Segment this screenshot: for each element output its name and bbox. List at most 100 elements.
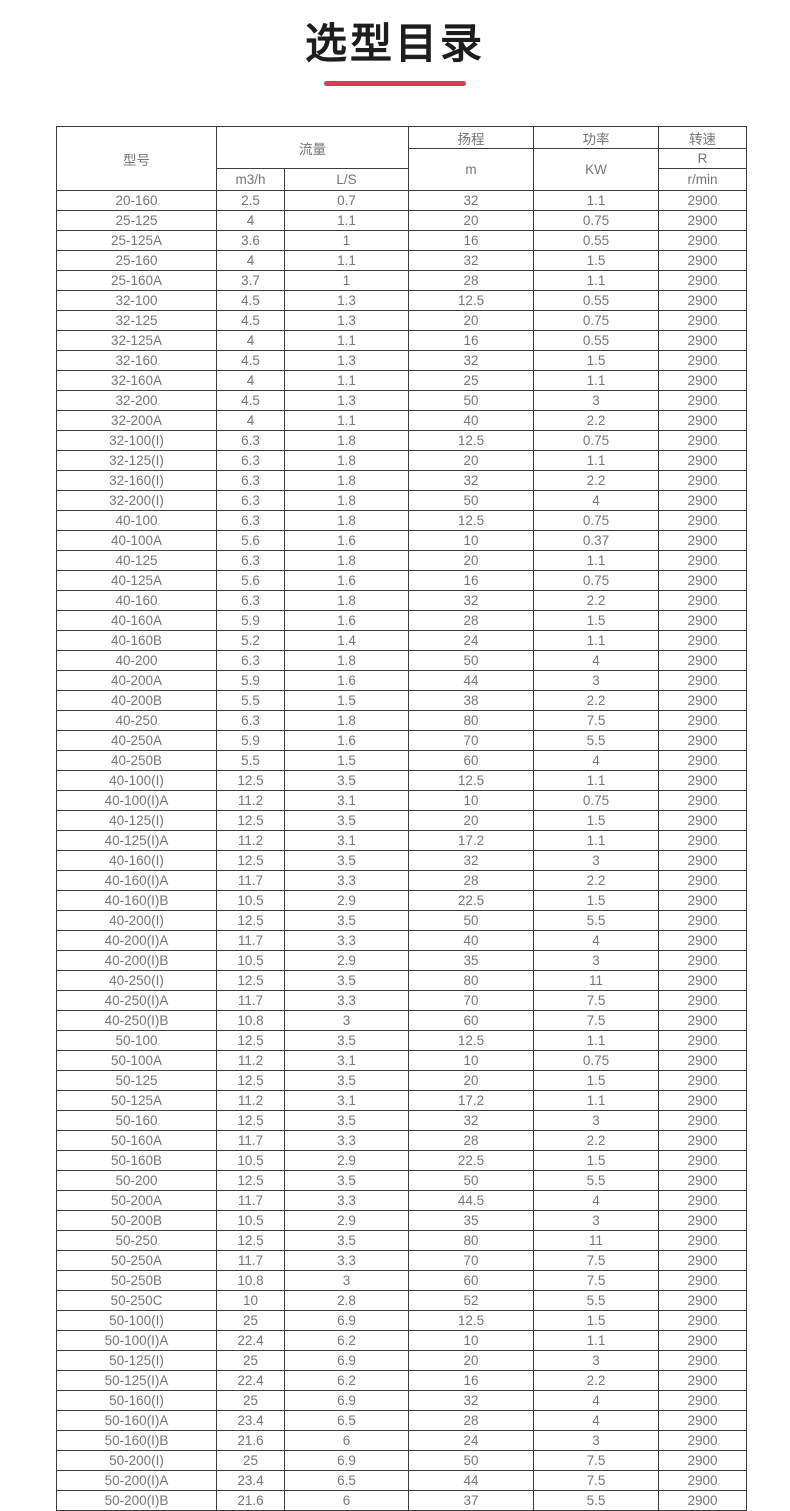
cell-flow_ls: 3.3 bbox=[284, 990, 409, 1012]
cell-flow_m3h: 11.2 bbox=[216, 1090, 285, 1112]
cell-power_kw: 1.5 bbox=[533, 250, 659, 272]
table-row: 40-125 6.3 1.8 20 1.1 2900 bbox=[56, 550, 747, 572]
cell-flow_ls: 1.4 bbox=[284, 630, 409, 652]
cell-flow_m3h: 6.3 bbox=[216, 470, 285, 492]
cell-model: 40-160A bbox=[56, 610, 217, 632]
table-row: 50-250B 10.8 3 60 7.5 2900 bbox=[56, 1270, 747, 1292]
cell-model: 40-100 bbox=[56, 510, 217, 532]
table-body: 20-160 2.5 0.7 32 1.1 2900 25-125 4 1.1 20 0.75 290… bbox=[56, 190, 747, 1511]
cell-flow_m3h: 4 bbox=[216, 330, 285, 352]
cell-flow_ls: 1.6 bbox=[284, 670, 409, 692]
cell-flow_m3h: 6.3 bbox=[216, 510, 285, 532]
cell-speed_rmin: 2900 bbox=[658, 1110, 747, 1132]
header-speed-unit-bottom: r/min bbox=[658, 168, 747, 192]
header-head-unit: m bbox=[408, 148, 534, 192]
table-row: 50-100(I) 25 6.9 12.5 1.5 2900 bbox=[56, 1310, 747, 1332]
cell-head_m: 17.2 bbox=[408, 830, 534, 852]
cell-flow_m3h: 5.5 bbox=[216, 690, 285, 712]
cell-flow_m3h: 12.5 bbox=[216, 810, 285, 832]
cell-speed_rmin: 2900 bbox=[658, 750, 747, 772]
cell-head_m: 12.5 bbox=[408, 430, 534, 452]
table-row: 50-160 12.5 3.5 32 3 2900 bbox=[56, 1110, 747, 1132]
cell-flow_ls: 6.5 bbox=[284, 1410, 409, 1432]
cell-speed_rmin: 2900 bbox=[658, 1330, 747, 1352]
cell-power_kw: 4 bbox=[533, 490, 659, 512]
cell-head_m: 44 bbox=[408, 670, 534, 692]
cell-flow_m3h: 11.2 bbox=[216, 790, 285, 812]
table-row: 50-250A 11.7 3.3 70 7.5 2900 bbox=[56, 1250, 747, 1272]
cell-speed_rmin: 2900 bbox=[658, 730, 747, 752]
header-row-3: m3/h L/S r/min bbox=[57, 168, 747, 192]
table-row: 50-250 12.5 3.5 80 11 2900 bbox=[56, 1230, 747, 1252]
cell-head_m: 70 bbox=[408, 1250, 534, 1272]
table-row: 40-125(I)A 11.2 3.1 17.2 1.1 2900 bbox=[56, 830, 747, 852]
cell-power_kw: 3 bbox=[533, 1210, 659, 1232]
cell-head_m: 32 bbox=[408, 850, 534, 872]
cell-head_m: 20 bbox=[408, 810, 534, 832]
cell-flow_ls: 1.6 bbox=[284, 530, 409, 552]
cell-model: 40-200 bbox=[56, 650, 217, 672]
cell-head_m: 70 bbox=[408, 730, 534, 752]
cell-flow_m3h: 21.6 bbox=[216, 1490, 285, 1511]
cell-head_m: 44 bbox=[408, 1470, 534, 1492]
cell-power_kw: 1.5 bbox=[533, 810, 659, 832]
cell-model: 32-100(I) bbox=[56, 430, 217, 452]
cell-speed_rmin: 2900 bbox=[658, 670, 747, 692]
cell-speed_rmin: 2900 bbox=[658, 1230, 747, 1252]
cell-model: 40-125(I)A bbox=[56, 830, 217, 852]
cell-head_m: 12.5 bbox=[408, 510, 534, 532]
cell-power_kw: 4 bbox=[533, 750, 659, 772]
cell-flow_m3h: 12.5 bbox=[216, 1170, 285, 1192]
cell-flow_ls: 1.6 bbox=[284, 570, 409, 592]
cell-flow_m3h: 5.6 bbox=[216, 570, 285, 592]
cell-flow_ls: 1.5 bbox=[284, 750, 409, 772]
cell-power_kw: 1.5 bbox=[533, 610, 659, 632]
cell-flow_ls: 1.8 bbox=[284, 490, 409, 512]
cell-speed_rmin: 2900 bbox=[658, 1170, 747, 1192]
cell-model: 50-250C bbox=[56, 1290, 217, 1312]
cell-head_m: 32 bbox=[408, 470, 534, 492]
cell-power_kw: 0.37 bbox=[533, 530, 659, 552]
cell-speed_rmin: 2900 bbox=[658, 1210, 747, 1232]
cell-model: 40-250(I)A bbox=[56, 990, 217, 1012]
cell-flow_ls: 2.9 bbox=[284, 950, 409, 972]
cell-flow_m3h: 5.9 bbox=[216, 730, 285, 752]
cell-head_m: 10 bbox=[408, 530, 534, 552]
cell-power_kw: 2.2 bbox=[533, 470, 659, 492]
cell-flow_ls: 1.6 bbox=[284, 610, 409, 632]
cell-flow_m3h: 6.3 bbox=[216, 550, 285, 572]
cell-model: 32-160 bbox=[56, 350, 217, 372]
cell-speed_rmin: 2900 bbox=[658, 490, 747, 512]
cell-power_kw: 0.75 bbox=[533, 790, 659, 812]
cell-flow_m3h: 5.5 bbox=[216, 750, 285, 772]
cell-flow_ls: 6.2 bbox=[284, 1370, 409, 1392]
cell-power_kw: 1.5 bbox=[533, 1070, 659, 1092]
cell-power_kw: 0.75 bbox=[533, 210, 659, 232]
cell-power_kw: 7.5 bbox=[533, 710, 659, 732]
cell-head_m: 80 bbox=[408, 1230, 534, 1252]
cell-power_kw: 7.5 bbox=[533, 1270, 659, 1292]
cell-speed_rmin: 2900 bbox=[658, 970, 747, 992]
table-row: 50-200(I) 25 6.9 50 7.5 2900 bbox=[56, 1450, 747, 1472]
cell-flow_ls: 2.9 bbox=[284, 1210, 409, 1232]
cell-power_kw: 0.75 bbox=[533, 570, 659, 592]
cell-power_kw: 5.5 bbox=[533, 910, 659, 932]
cell-model: 40-160(I) bbox=[56, 850, 217, 872]
cell-model: 32-160(I) bbox=[56, 470, 217, 492]
cell-flow_ls: 6.9 bbox=[284, 1450, 409, 1472]
cell-flow_ls: 1 bbox=[284, 230, 409, 252]
cell-speed_rmin: 2900 bbox=[658, 210, 747, 232]
cell-power_kw: 0.75 bbox=[533, 430, 659, 452]
cell-model: 40-100(I)A bbox=[56, 790, 217, 812]
cell-flow_ls: 3.5 bbox=[284, 1230, 409, 1252]
cell-flow_m3h: 11.7 bbox=[216, 1190, 285, 1212]
cell-speed_rmin: 2900 bbox=[658, 250, 747, 272]
cell-flow_ls: 6.9 bbox=[284, 1390, 409, 1412]
cell-speed_rmin: 2900 bbox=[658, 430, 747, 452]
cell-head_m: 16 bbox=[408, 230, 534, 252]
cell-head_m: 28 bbox=[408, 870, 534, 892]
cell-flow_m3h: 10.5 bbox=[216, 890, 285, 912]
cell-model: 50-160A bbox=[56, 1130, 217, 1152]
cell-head_m: 10 bbox=[408, 790, 534, 812]
